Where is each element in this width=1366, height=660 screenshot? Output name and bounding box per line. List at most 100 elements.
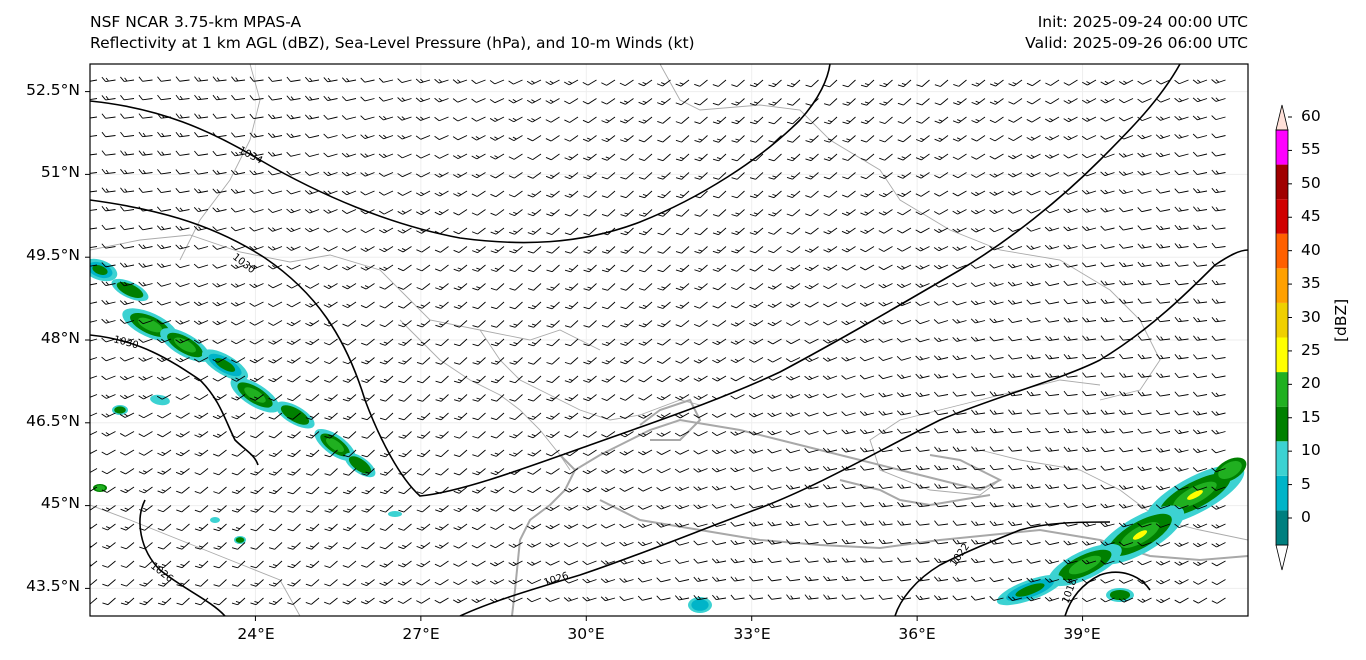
wind-barb [731,172,745,180]
wind-barb [638,320,653,328]
wind-barb [212,283,227,288]
wind-barb [933,319,949,324]
wind-barb [638,375,653,383]
wind-barb [342,412,357,421]
wind-barb [527,190,542,198]
wind-barb [361,375,375,383]
wind-barb [1081,189,1097,195]
wind-barb [546,320,560,328]
wind-barb [490,375,505,384]
wind-barb [490,357,505,365]
wind-barb [397,153,412,159]
wind-barb [1155,134,1171,139]
wind-barb [452,79,468,84]
wind-barb [860,246,875,253]
wind-barb [452,135,468,141]
wind-barb [156,394,172,400]
wind-barb [1045,317,1060,323]
wind-barb [1156,316,1171,323]
wind-barb [1119,316,1134,323]
wind-barb [860,209,875,216]
wind-barb [1100,189,1115,195]
wind-barb [916,79,930,88]
wind-barb [952,373,967,379]
wind-barb [471,172,486,179]
reflectivity-cell [116,281,144,299]
wind-barb [323,190,338,195]
wind-barb [915,319,930,325]
wind-barb [120,187,135,193]
wind-barb [1174,243,1189,249]
wind-barb [897,98,912,106]
wind-barb [712,209,727,217]
wind-barb [915,283,930,288]
wind-barb [175,394,190,400]
wind-barb [1211,373,1226,379]
wind-barb [583,172,597,180]
wind-barb [768,79,782,88]
wind-barb [1174,115,1189,121]
wind-barb [619,412,634,420]
wind-barb [933,391,949,397]
wind-barb [952,135,967,142]
wind-barb [656,412,671,419]
wind-barb [933,301,949,306]
wind-barb [212,207,227,213]
wind-barb [860,227,875,234]
wind-barb [471,153,486,160]
lat-label: 52.5°N [26,81,80,99]
wind-barb [509,246,523,254]
wind-barb [1192,133,1208,139]
wind-barb [989,227,1004,233]
wind-barb [952,246,967,251]
wind-barb [564,357,579,365]
wind-barb [175,150,190,156]
wind-barb [378,77,394,83]
wind-barb [119,281,135,287]
wind-barb [90,375,98,380]
wind-barb [730,338,745,345]
wind-barb [249,189,264,194]
wind-barb [379,246,394,253]
wind-barb [619,116,634,124]
wind-barb [1081,116,1097,122]
wind-barb [730,394,745,400]
wind-barb [1174,152,1189,157]
wind-barb [601,98,616,105]
wind-barb [342,394,357,402]
wind-barb [712,283,727,291]
wind-barb [786,227,801,235]
wind-barb [657,320,671,328]
wind-barb [546,412,560,420]
wind-barb [453,283,468,291]
wind-barb [915,355,930,361]
wind-barb [249,301,264,307]
wind-barb [1026,98,1041,105]
wind-barb [675,190,690,199]
wind-barb [341,246,357,252]
reflectivity-cell [235,537,245,543]
wind-barb [508,172,523,179]
wind-barb [175,188,190,194]
wind-barb [767,357,782,363]
lat-label: 45°N [40,494,80,512]
wind-barb [1008,116,1023,123]
wind-barb [841,357,856,362]
wind-barb [268,95,283,101]
wind-barb [638,209,653,217]
wind-barb [952,172,967,179]
wind-barb [379,264,394,271]
wind-barb [342,338,357,346]
wind-barb [1174,188,1189,194]
wind-barb [583,264,597,273]
wind-barb [267,132,283,138]
wind-barb [212,226,227,232]
wind-barb [822,357,838,362]
wind-barb [101,281,116,287]
country-borders [90,64,1248,616]
wind-barb [749,98,764,106]
wind-barb [712,153,727,162]
wind-barb [638,79,653,87]
wind-barb [582,135,597,142]
wind-barb [527,357,542,365]
